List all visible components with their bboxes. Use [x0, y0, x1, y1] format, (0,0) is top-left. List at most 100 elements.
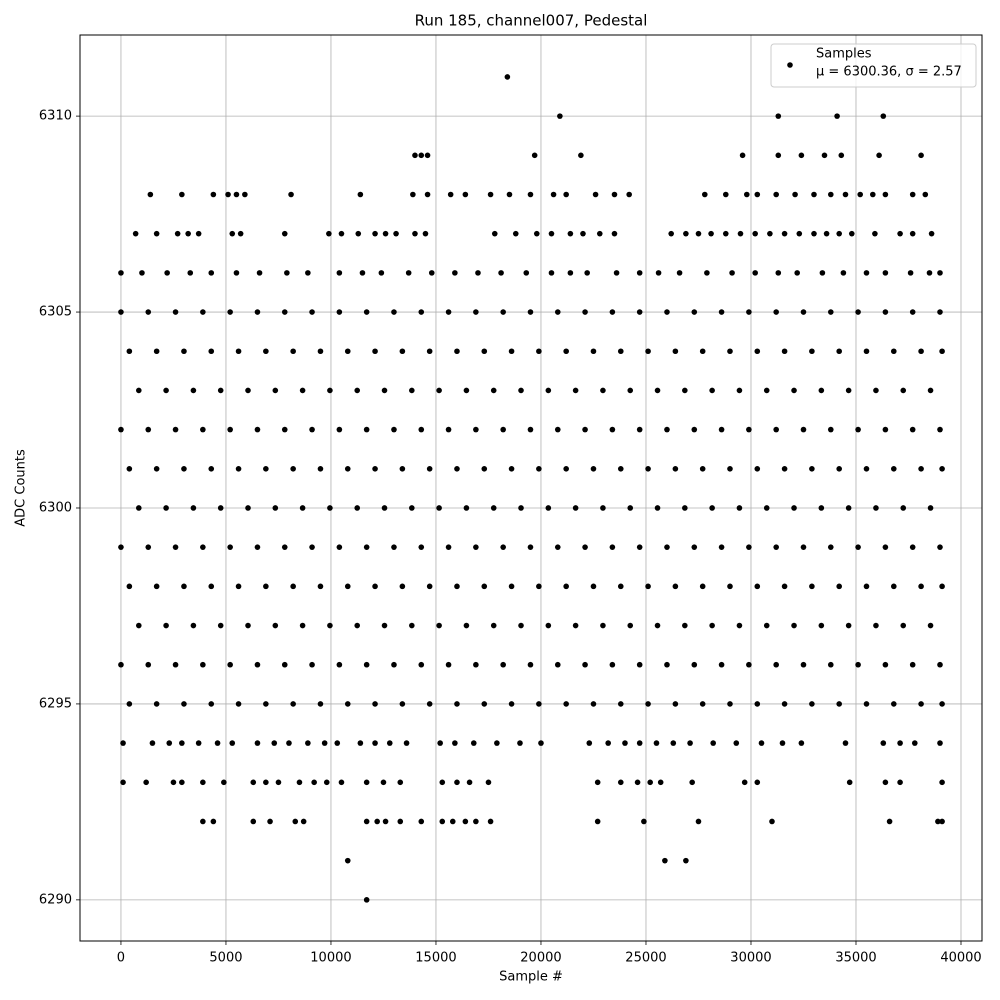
point	[449, 818, 456, 825]
point	[118, 309, 124, 315]
point	[622, 740, 628, 746]
point	[775, 270, 782, 276]
point	[873, 505, 879, 511]
point	[187, 270, 194, 276]
point	[470, 740, 477, 746]
point	[126, 465, 133, 472]
point	[773, 309, 779, 315]
point	[305, 740, 311, 746]
point	[363, 426, 370, 433]
point	[818, 387, 825, 394]
point	[227, 426, 233, 433]
point	[600, 622, 606, 629]
point	[781, 230, 788, 237]
point	[336, 309, 343, 315]
x-tick-label: 25000	[625, 951, 666, 966]
point	[554, 544, 561, 550]
point	[636, 270, 643, 276]
point	[481, 583, 488, 590]
point	[254, 740, 261, 746]
point	[418, 152, 425, 159]
point	[845, 387, 852, 394]
point	[836, 465, 842, 472]
point	[626, 191, 632, 198]
point	[557, 113, 563, 119]
point	[490, 622, 497, 629]
point	[754, 583, 761, 590]
point	[687, 740, 693, 746]
point	[355, 230, 362, 237]
point	[754, 465, 761, 472]
point	[473, 818, 479, 825]
point	[263, 701, 269, 707]
point	[926, 270, 933, 276]
point	[872, 230, 878, 237]
x-tick-label: 5000	[209, 951, 242, 966]
point	[567, 230, 574, 237]
point	[412, 230, 418, 237]
point	[399, 348, 406, 355]
point	[863, 270, 870, 276]
point	[582, 544, 588, 550]
point	[754, 191, 761, 198]
point	[695, 818, 702, 825]
point	[781, 465, 788, 472]
point	[418, 544, 425, 550]
point	[179, 740, 185, 746]
point	[235, 465, 242, 472]
chart-title: Run 185, channel007, Pedestal	[415, 12, 648, 30]
point	[145, 426, 152, 433]
point	[491, 230, 498, 237]
point	[691, 544, 698, 550]
point	[654, 622, 661, 629]
point	[327, 505, 333, 511]
point	[281, 426, 288, 433]
point	[272, 622, 279, 629]
point	[775, 152, 782, 159]
point	[381, 505, 388, 511]
point	[323, 779, 330, 786]
point	[922, 191, 929, 198]
point	[890, 701, 897, 707]
point	[736, 505, 743, 511]
point	[882, 661, 889, 668]
point	[840, 270, 847, 276]
point	[836, 230, 842, 237]
point	[284, 270, 290, 276]
point	[145, 309, 152, 315]
point	[229, 740, 236, 746]
point	[627, 622, 634, 629]
point	[752, 230, 758, 237]
point	[426, 348, 433, 355]
point	[527, 661, 534, 668]
point	[309, 426, 315, 433]
point	[763, 387, 770, 394]
point	[221, 779, 227, 786]
point	[636, 740, 643, 746]
y-tick-label: 6300	[39, 500, 72, 515]
point	[927, 505, 934, 511]
point	[672, 701, 679, 707]
point	[743, 191, 750, 198]
point	[752, 270, 758, 276]
point	[695, 230, 702, 237]
point	[336, 426, 343, 433]
point	[372, 740, 378, 746]
point	[418, 661, 425, 668]
point	[336, 270, 343, 276]
point	[818, 505, 825, 511]
point	[391, 309, 397, 315]
point	[118, 270, 124, 276]
point	[699, 348, 706, 355]
point	[823, 230, 830, 237]
point	[263, 348, 269, 355]
point	[447, 191, 454, 198]
point	[210, 818, 217, 825]
point	[271, 740, 278, 746]
point	[357, 740, 364, 746]
point	[737, 230, 744, 237]
point	[937, 544, 943, 550]
point	[354, 505, 361, 511]
point	[617, 583, 624, 590]
